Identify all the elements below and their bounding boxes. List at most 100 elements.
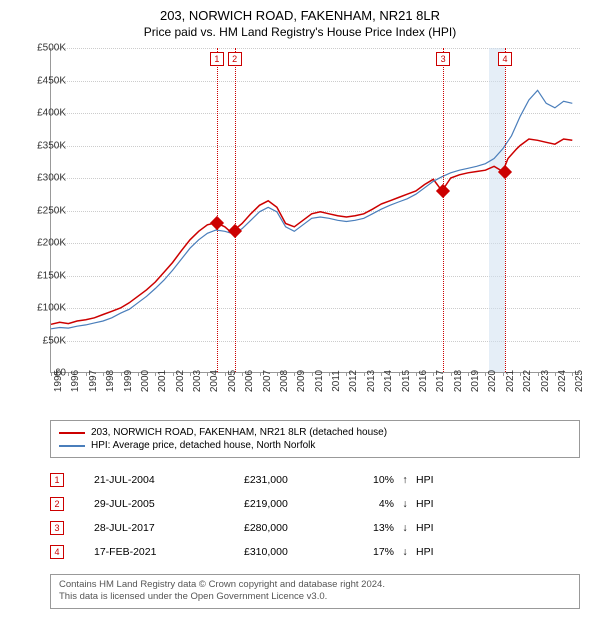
x-tick-label: 2012 — [348, 370, 359, 392]
sale-row: 417-FEB-2021£310,00017%↓HPI — [50, 540, 580, 564]
y-tick-label: £150K — [37, 270, 66, 281]
y-tick-label: £200K — [37, 238, 66, 249]
legend-label: HPI: Average price, detached house, Nort… — [91, 440, 315, 451]
x-tick — [277, 372, 278, 376]
x-tick-label: 2004 — [209, 370, 220, 392]
x-tick — [86, 372, 87, 376]
x-tick — [173, 372, 174, 376]
sale-marker-line — [235, 48, 236, 372]
x-tick-label: 2002 — [175, 370, 186, 392]
x-tick — [103, 372, 104, 376]
x-tick-label: 2017 — [435, 370, 446, 392]
sale-pct: 10% — [354, 474, 394, 486]
x-tick-label: 1995 — [53, 370, 64, 392]
x-tick-label: 1999 — [123, 370, 134, 392]
x-tick-label: 2003 — [192, 370, 203, 392]
x-tick-label: 2016 — [418, 370, 429, 392]
x-tick — [503, 372, 504, 376]
x-tick — [364, 372, 365, 376]
sale-idx: 1 — [50, 473, 64, 487]
sale-marker-box: 2 — [228, 52, 242, 66]
x-tick-label: 2008 — [279, 370, 290, 392]
x-tick-label: 1997 — [88, 370, 99, 392]
sale-hpi-label: HPI — [416, 546, 456, 558]
x-tick — [51, 372, 52, 376]
sale-arrow-icon: ↑ — [394, 474, 416, 486]
sale-hpi-label: HPI — [416, 498, 456, 510]
x-tick — [121, 372, 122, 376]
sale-idx: 4 — [50, 545, 64, 559]
footer: Contains HM Land Registry data © Crown c… — [50, 574, 580, 609]
x-tick — [225, 372, 226, 376]
x-tick-label: 2023 — [540, 370, 551, 392]
chart-title: 203, NORWICH ROAD, FAKENHAM, NR21 8LR — [0, 0, 600, 23]
x-tick — [260, 372, 261, 376]
chart-subtitle: Price paid vs. HM Land Registry's House … — [0, 23, 600, 45]
sale-pct: 17% — [354, 546, 394, 558]
sale-row: 1 21-JUL-2004£231,00010%↑HPI — [50, 468, 580, 492]
x-tick-label: 2022 — [522, 370, 533, 392]
y-tick-label: £300K — [37, 173, 66, 184]
x-tick-label: 2020 — [487, 370, 498, 392]
x-tick-label: 2005 — [227, 370, 238, 392]
sale-marker-box: 1 — [210, 52, 224, 66]
sale-marker-line — [443, 48, 444, 372]
y-tick-label: £50K — [43, 335, 66, 346]
x-tick-label: 2001 — [157, 370, 168, 392]
sale-marker-line — [505, 48, 506, 372]
legend: 203, NORWICH ROAD, FAKENHAM, NR21 8LR (d… — [50, 420, 580, 458]
x-tick-label: 1996 — [70, 370, 81, 392]
x-tick — [190, 372, 191, 376]
x-tick-label: 2019 — [470, 370, 481, 392]
chart-container: 203, NORWICH ROAD, FAKENHAM, NR21 8LR Pr… — [0, 0, 600, 620]
sales-table: 121-JUL-2004£231,00010%↑HPI229-JUL-2005£… — [50, 468, 580, 564]
x-tick-label: 2000 — [140, 370, 151, 392]
sale-marker-box: 4 — [498, 52, 512, 66]
sale-hpi-label: HPI — [416, 474, 456, 486]
x-tick — [555, 372, 556, 376]
y-tick-label: £450K — [37, 75, 66, 86]
x-tick — [312, 372, 313, 376]
sale-price: £280,000 — [244, 522, 354, 534]
y-tick-label: £500K — [37, 43, 66, 54]
x-tick — [242, 372, 243, 376]
x-tick-label: 2015 — [401, 370, 412, 392]
x-tick-label: 2024 — [557, 370, 568, 392]
x-tick-label: 2013 — [366, 370, 377, 392]
sale-marker-line — [217, 48, 218, 372]
x-tick — [468, 372, 469, 376]
sale-hpi-label: HPI — [416, 522, 456, 534]
sale-row: 328-JUL-2017£280,00013%↓HPI — [50, 516, 580, 540]
sale-date: 29-JUL-2005 — [94, 498, 244, 510]
legend-row: 203, NORWICH ROAD, FAKENHAM, NR21 8LR (d… — [59, 426, 571, 439]
sale-marker-box: 3 — [436, 52, 450, 66]
sale-date: 21-JUL-2004 — [94, 474, 244, 486]
plot-area: 12 3 4 — [50, 48, 580, 373]
sale-arrow-icon: ↓ — [394, 498, 416, 510]
sale-idx: 2 — [50, 497, 64, 511]
sale-idx: 3 — [50, 521, 64, 535]
footer-line2: This data is licensed under the Open Gov… — [59, 591, 571, 603]
sale-price: £310,000 — [244, 546, 354, 558]
x-tick-label: 2006 — [244, 370, 255, 392]
x-tick-label: 2018 — [453, 370, 464, 392]
x-tick-label: 2007 — [262, 370, 273, 392]
series-property — [51, 139, 572, 324]
x-tick-label: 2011 — [331, 370, 342, 392]
x-tick — [381, 372, 382, 376]
x-tick — [138, 372, 139, 376]
x-tick — [399, 372, 400, 376]
x-tick — [416, 372, 417, 376]
x-tick-label: 2025 — [574, 370, 585, 392]
x-tick-label: 1998 — [105, 370, 116, 392]
x-tick — [451, 372, 452, 376]
sale-price: £231,000 — [244, 474, 354, 486]
sale-arrow-icon: ↓ — [394, 522, 416, 534]
line-svg — [51, 48, 580, 372]
y-tick-label: £400K — [37, 108, 66, 119]
x-tick-label: 2010 — [314, 370, 325, 392]
sale-price: £219,000 — [244, 498, 354, 510]
sale-date: 28-JUL-2017 — [94, 522, 244, 534]
y-tick-label: £250K — [37, 205, 66, 216]
legend-swatch — [59, 445, 85, 447]
